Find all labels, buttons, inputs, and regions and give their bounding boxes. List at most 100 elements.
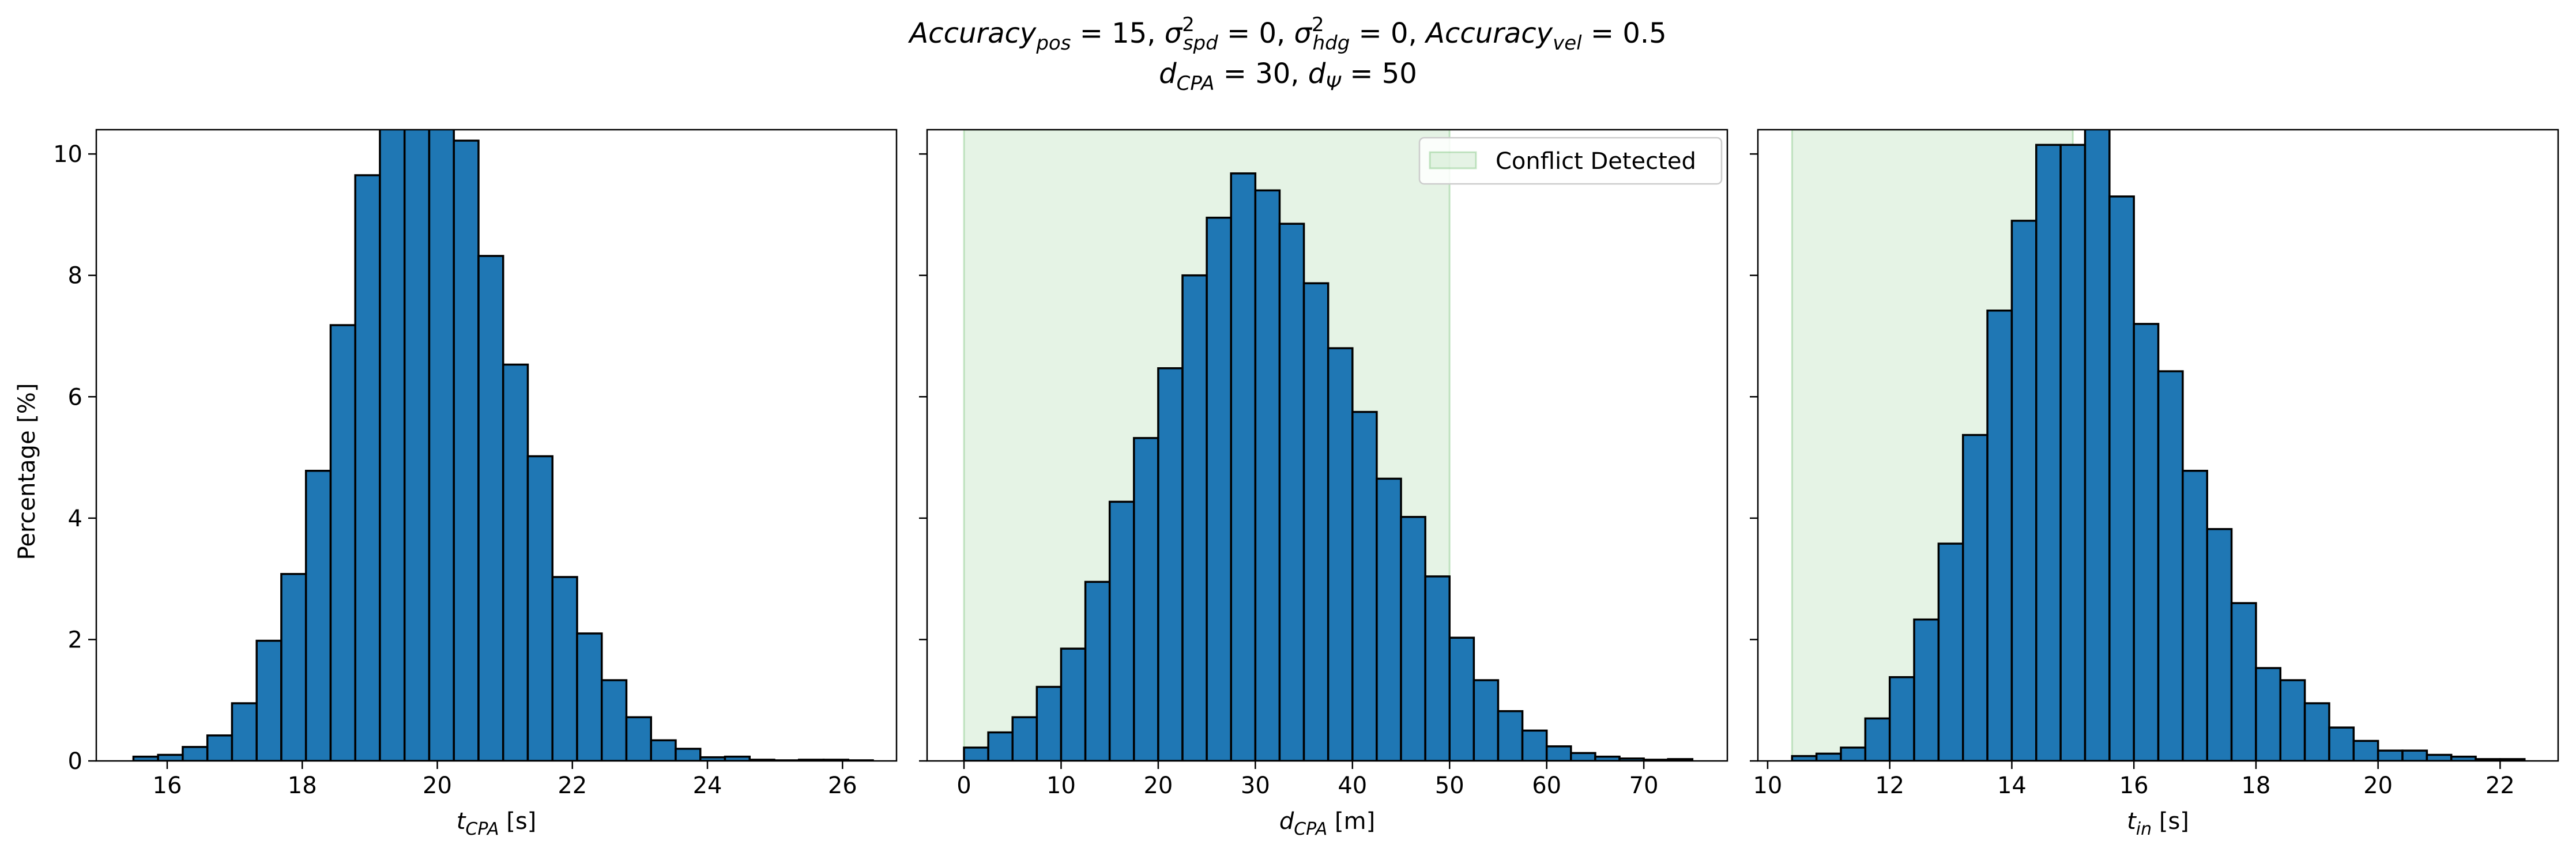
bar [354, 174, 381, 761]
bar [2401, 749, 2428, 761]
x-axis-label: tCPA [s] [457, 808, 537, 839]
bar [2035, 144, 2062, 761]
x-tick-label: 22 [558, 772, 587, 799]
bar [2010, 220, 2038, 761]
bar [2059, 144, 2087, 761]
bar [304, 469, 332, 761]
bar [2303, 702, 2330, 761]
bar [1472, 679, 1500, 761]
bar [2084, 130, 2111, 761]
bar [675, 748, 702, 761]
legend: Conflict Detected [1418, 137, 1723, 185]
x-tick-label: 40 [1338, 772, 1367, 799]
bar [600, 679, 628, 761]
x-tick-label: 24 [693, 772, 722, 799]
bar [2157, 370, 2184, 761]
bar [231, 702, 258, 761]
bar [206, 734, 234, 761]
panel-d_cpa: 0 10 20 30 40 50 60 70 dCPA [m] Conflict Detected [919, 129, 1728, 839]
y-tick-label: 10 [53, 141, 82, 168]
bar [1961, 433, 1989, 761]
x-tick-label: 12 [1875, 772, 1904, 799]
bar [280, 572, 307, 761]
bar [329, 324, 356, 761]
panel-t_in: 10 12 14 16 18 20 22 tin [s] [1750, 129, 2559, 839]
bar [2426, 753, 2453, 761]
legend-swatch [1429, 151, 1477, 169]
bar [2133, 323, 2160, 761]
suptitle-line1: Accuracypos = 15, σ2 spd = 0, σ2 hdg = 0, … [907, 13, 1666, 55]
bar [625, 716, 652, 761]
bar [963, 747, 989, 761]
legend-label: Conflict Detected [1496, 148, 1696, 175]
bar [477, 255, 504, 761]
bar [987, 731, 1014, 761]
bar [2279, 679, 2306, 761]
bar [1424, 575, 1451, 761]
y-tick-label: 0 [68, 748, 82, 775]
bar [1545, 745, 1572, 761]
bar [1913, 618, 1940, 761]
bar [1302, 282, 1330, 761]
y-tick-label: 8 [68, 263, 82, 289]
bar [1206, 216, 1232, 761]
bar [1888, 676, 1915, 761]
bar [1937, 542, 1964, 761]
bar [157, 753, 184, 761]
bar [1840, 747, 1867, 761]
bars [132, 130, 874, 761]
x-tick-label: 18 [2241, 772, 2270, 799]
bar [551, 576, 578, 761]
bar [453, 140, 480, 761]
bar [650, 739, 677, 761]
bar [1570, 752, 1596, 761]
bar [1230, 172, 1257, 761]
bar [1254, 189, 1281, 761]
bar [2206, 528, 2233, 761]
bar [1376, 477, 1402, 761]
bar [1181, 274, 1208, 761]
bar [1133, 437, 1159, 761]
x-tick-label: 10 [1046, 772, 1076, 799]
bar [1351, 410, 1378, 761]
bar [379, 130, 406, 761]
x-tick-label: 20 [423, 772, 452, 799]
bar [1278, 223, 1305, 761]
x-axis-label: dCPA [m] [1279, 808, 1375, 839]
bar [1986, 310, 2013, 761]
bar [1791, 755, 1818, 761]
bar [2255, 667, 2282, 761]
bar [2352, 740, 2379, 761]
x-tick-label: 10 [1753, 772, 1782, 799]
x-tick-label: 14 [1997, 772, 2027, 799]
x-tick-label: 26 [828, 772, 857, 799]
bar [255, 639, 283, 761]
axes-frame [926, 129, 1728, 762]
bar [1011, 716, 1038, 761]
bar [1815, 752, 1842, 761]
bar [2230, 602, 2257, 761]
bar [1084, 580, 1111, 761]
bar [2108, 195, 2135, 761]
bar [1864, 717, 1891, 761]
bar [1157, 367, 1184, 761]
bar [2328, 726, 2355, 761]
bar [502, 363, 529, 761]
axes-frame [95, 129, 898, 762]
x-tick-label: 70 [1629, 772, 1659, 799]
x-tick-label: 22 [2485, 772, 2515, 799]
x-tick-label: 18 [288, 772, 317, 799]
bar [1327, 347, 1354, 761]
bar [2377, 749, 2404, 761]
bar [1521, 729, 1548, 761]
x-axis-label: tin [s] [2127, 808, 2189, 839]
y-tick-label: 2 [68, 627, 82, 653]
bar [182, 746, 209, 761]
bar [526, 455, 553, 761]
suptitle: Accuracypos = 15, σ2 spd = 0, σ2 hdg = 0, … [907, 13, 1666, 95]
bars [1791, 130, 2526, 761]
y-axis-label: Percentage [%] [14, 383, 40, 560]
y-tick-label: 6 [68, 384, 82, 410]
